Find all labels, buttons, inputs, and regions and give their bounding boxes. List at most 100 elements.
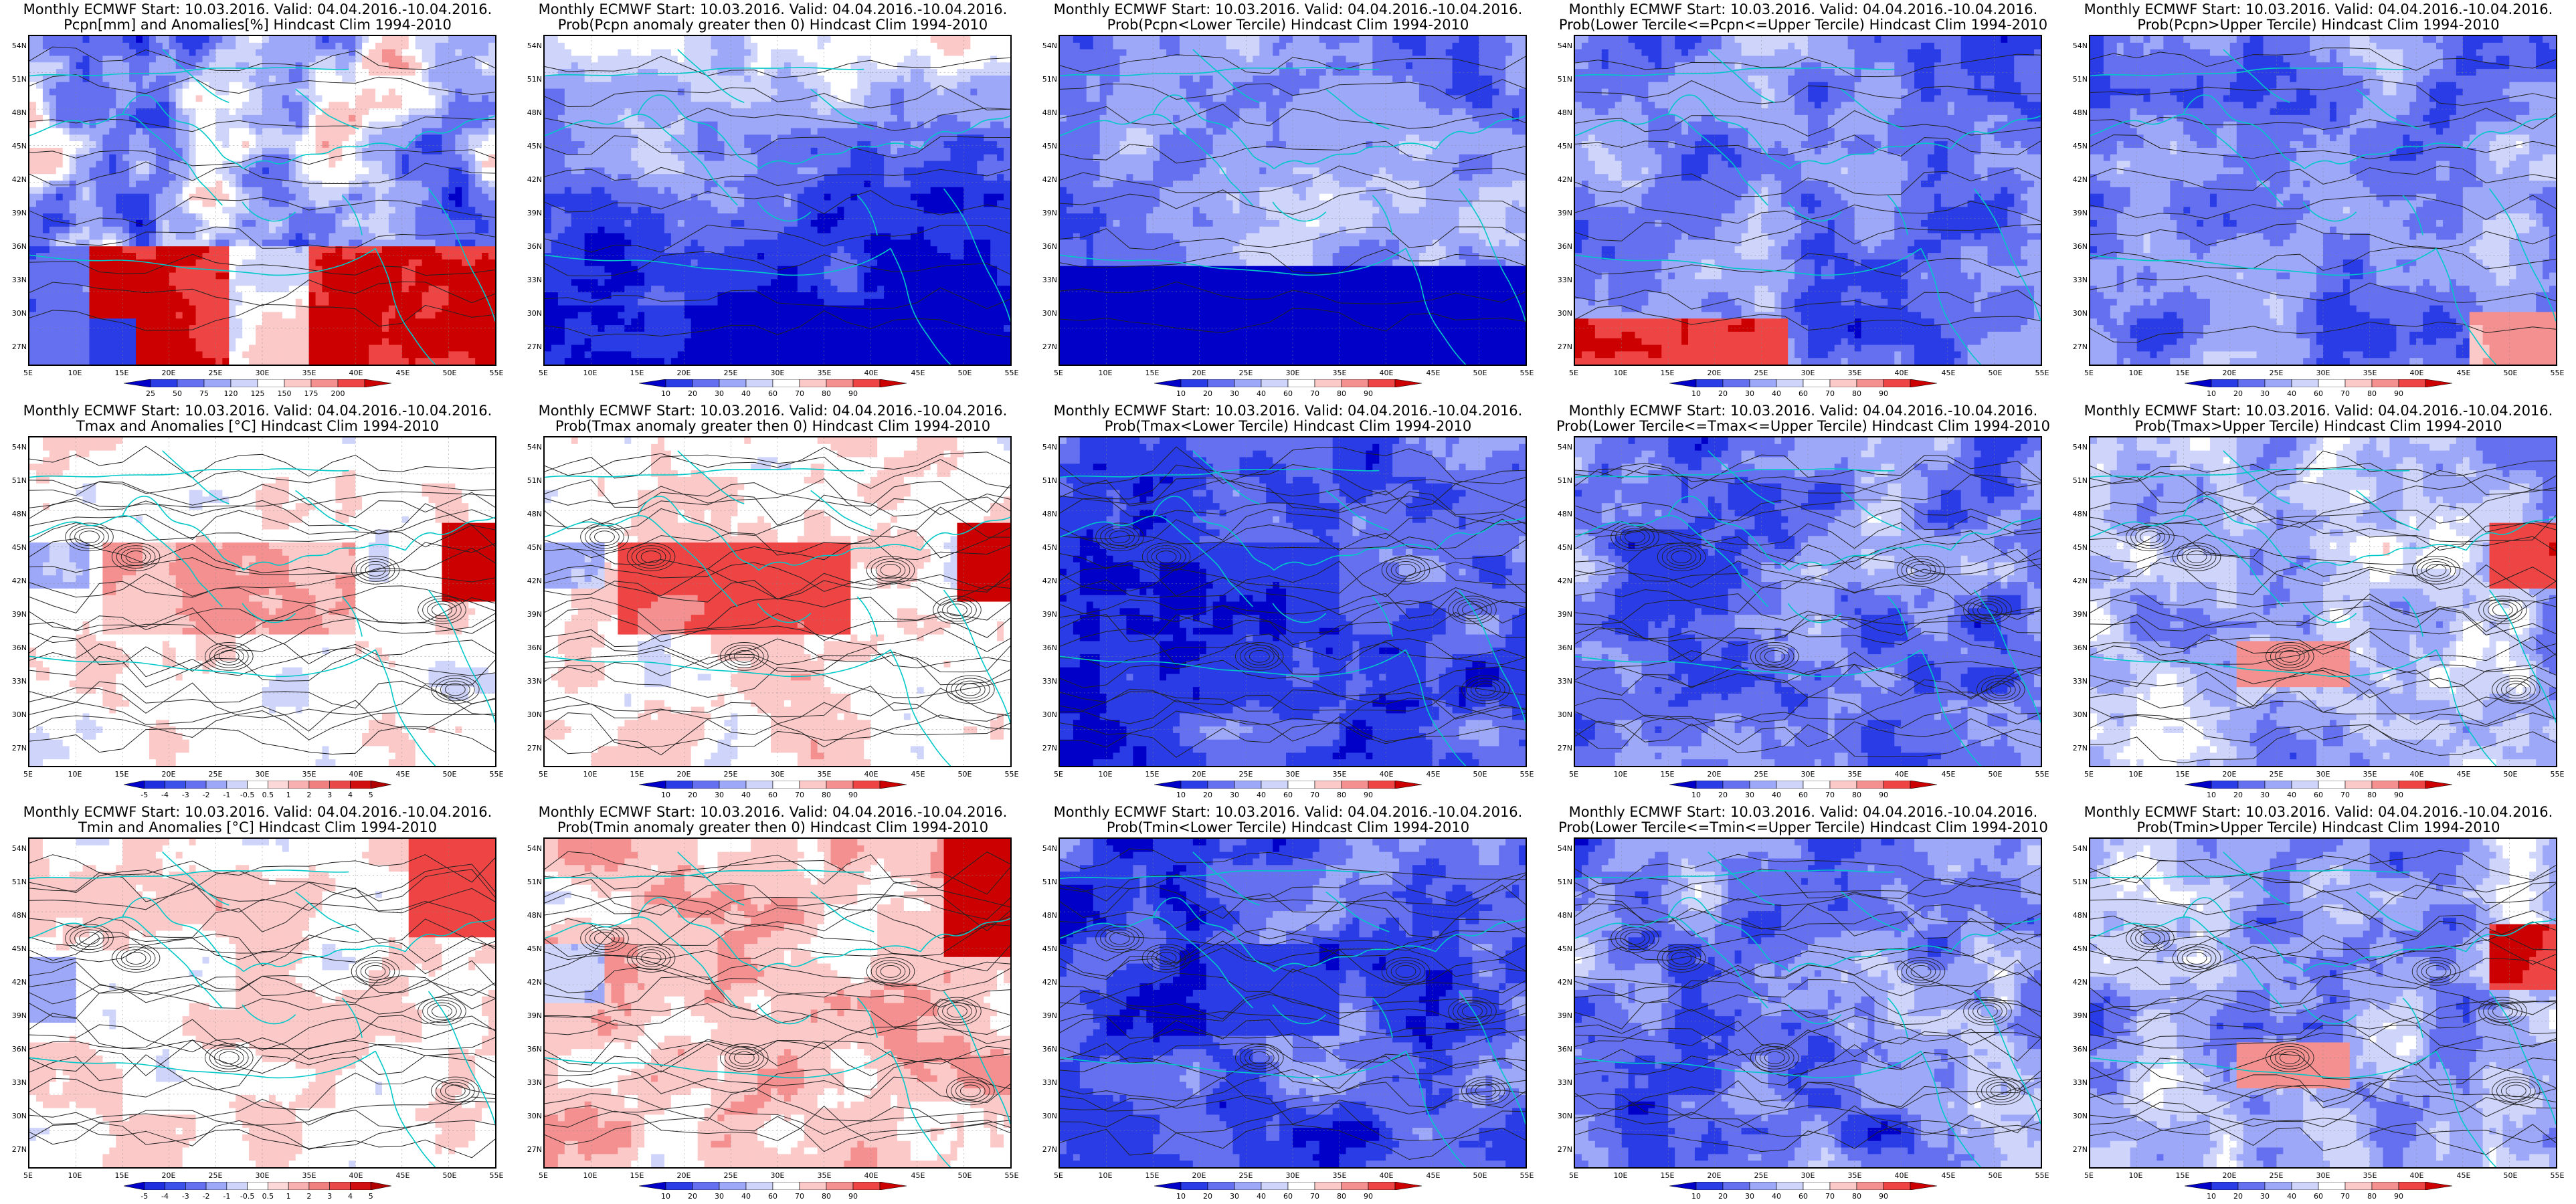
- lat-label: 48N: [1030, 911, 1057, 920]
- colorbar-label: 40: [1248, 389, 1275, 398]
- lat-label: 45N: [2061, 142, 2088, 150]
- lon-label: 35E: [1326, 369, 1353, 377]
- colorbar-swatches: [1154, 781, 1422, 789]
- lat-label: 33N: [515, 677, 542, 686]
- lat-label: 36N: [1030, 242, 1057, 251]
- lon-label: 20E: [670, 369, 697, 377]
- colorbar-label: 10: [1683, 791, 1710, 799]
- colorbar-label: 40: [1248, 1192, 1275, 1201]
- lon-label: 55E: [998, 369, 1025, 377]
- colorbar: [639, 379, 907, 387]
- lat-label: 45N: [1030, 543, 1057, 552]
- lon-label: 35E: [1326, 770, 1353, 779]
- lat-label: 36N: [2061, 643, 2088, 652]
- colorbar-label: 10: [1683, 389, 1710, 398]
- lat-label: 30N: [2061, 1112, 2088, 1120]
- colorbar-label: 70: [1301, 389, 1328, 398]
- lat-label: 30N: [0, 710, 27, 719]
- colorbar: [2185, 781, 2452, 789]
- lon-label: 40E: [343, 369, 369, 377]
- lat-label: 54N: [1546, 41, 1572, 50]
- colorbar-label: 0.5: [254, 1192, 281, 1201]
- colorbar-label: 20: [679, 1192, 706, 1201]
- colorbar-label: 70: [1817, 791, 1843, 799]
- colorbar-label: 80: [1843, 1192, 1870, 1201]
- colorbar-swatches: [1669, 1182, 1937, 1190]
- lon-label: 25E: [717, 369, 744, 377]
- colorbar-label: 0.5: [254, 791, 281, 799]
- lon-label: 45E: [1420, 770, 1447, 779]
- colorbar-label: 70: [1817, 389, 1843, 398]
- colorbar-label: 5: [357, 1192, 384, 1201]
- colorbar-label: 40: [1763, 389, 1790, 398]
- colorbar-label: 90: [1355, 791, 1382, 799]
- panel-title-line1: Monthly ECMWF Start: 10.03.2016. Valid: …: [0, 804, 515, 820]
- isolines: [1575, 454, 2041, 757]
- lat-label: 33N: [0, 1078, 27, 1087]
- colorbar-label: 60: [1275, 1192, 1301, 1201]
- lon-label: 40E: [1373, 770, 1400, 779]
- lat-label: 45N: [515, 543, 542, 552]
- lon-label: 35E: [811, 1171, 838, 1180]
- colorbar-label: 60: [759, 791, 786, 799]
- map-frame: [1574, 837, 2042, 1169]
- lat-label: 51N: [1030, 878, 1057, 886]
- lat-label: 45N: [1546, 142, 1572, 150]
- colorbar-label: 80: [1328, 1192, 1355, 1201]
- coastlines: [1060, 49, 1526, 365]
- colorbar: [639, 781, 907, 789]
- colorbar-swatches: [1669, 781, 1937, 789]
- lat-label: 39N: [515, 610, 542, 619]
- lon-label: 15E: [1654, 369, 1681, 377]
- lat-label: 39N: [1030, 209, 1057, 217]
- map-panel: Monthly ECMWF Start: 10.03.2016. Valid: …: [0, 0, 515, 401]
- colorbar-label: 90: [1870, 791, 1897, 799]
- colorbar-label: -3: [172, 1192, 199, 1201]
- lat-label: 36N: [2061, 1045, 2088, 1054]
- lon-label: 50E: [1982, 770, 2009, 779]
- colorbar-label: 40: [733, 791, 759, 799]
- colorbar-label: 2: [296, 791, 323, 799]
- colorbar-label: -3: [172, 791, 199, 799]
- lon-label: 45E: [2450, 1171, 2477, 1180]
- isolines: [1575, 54, 2041, 331]
- lat-label: 36N: [1030, 1045, 1057, 1054]
- colorbar-label: 30: [706, 389, 733, 398]
- graticule: [29, 437, 495, 766]
- lon-label: 50E: [2497, 770, 2524, 779]
- colorbar-label: 10: [652, 1192, 679, 1201]
- colorbar-label: 80: [1328, 389, 1355, 398]
- colorbar-label: 2: [296, 1192, 323, 1201]
- lon-label: 25E: [202, 770, 229, 779]
- lon-label: 25E: [2263, 770, 2290, 779]
- panel-title-line1: Monthly ECMWF Start: 10.03.2016. Valid: …: [515, 1, 1030, 17]
- lon-label: 55E: [1513, 770, 1540, 779]
- colorbar-label: 20: [1710, 389, 1736, 398]
- lon-label: 50E: [2497, 369, 2524, 377]
- map-frame: [28, 837, 496, 1169]
- lat-label: 54N: [1030, 844, 1057, 853]
- lat-label: 45N: [515, 944, 542, 953]
- lat-label: 42N: [515, 175, 542, 184]
- colorbar-label: 30: [1221, 389, 1248, 398]
- lat-label: 36N: [1546, 1045, 1572, 1054]
- lat-label: 51N: [2061, 476, 2088, 485]
- lat-label: 54N: [1030, 41, 1057, 50]
- colorbar-label: 3: [316, 1192, 343, 1201]
- lat-label: 27N: [1030, 1145, 1057, 1154]
- lon-label: 50E: [1982, 369, 2009, 377]
- lon-label: 5E: [530, 1171, 557, 1180]
- lon-label: 10E: [62, 770, 88, 779]
- lat-label: 45N: [0, 944, 27, 953]
- lon-label: 35E: [2357, 770, 2383, 779]
- colorbar-label: 90: [840, 1192, 866, 1201]
- panel-title-line1: Monthly ECMWF Start: 10.03.2016. Valid: …: [1030, 403, 1546, 419]
- lon-label: 50E: [436, 770, 463, 779]
- lat-label: 36N: [2061, 242, 2088, 251]
- colorbar-label: 10: [1168, 389, 1194, 398]
- colorbar-label: -5: [131, 1192, 158, 1201]
- lat-label: 30N: [515, 710, 542, 719]
- colorbar-swatches: [639, 1182, 907, 1190]
- colorbar-label: -2: [193, 791, 219, 799]
- lon-label: 45E: [2450, 770, 2477, 779]
